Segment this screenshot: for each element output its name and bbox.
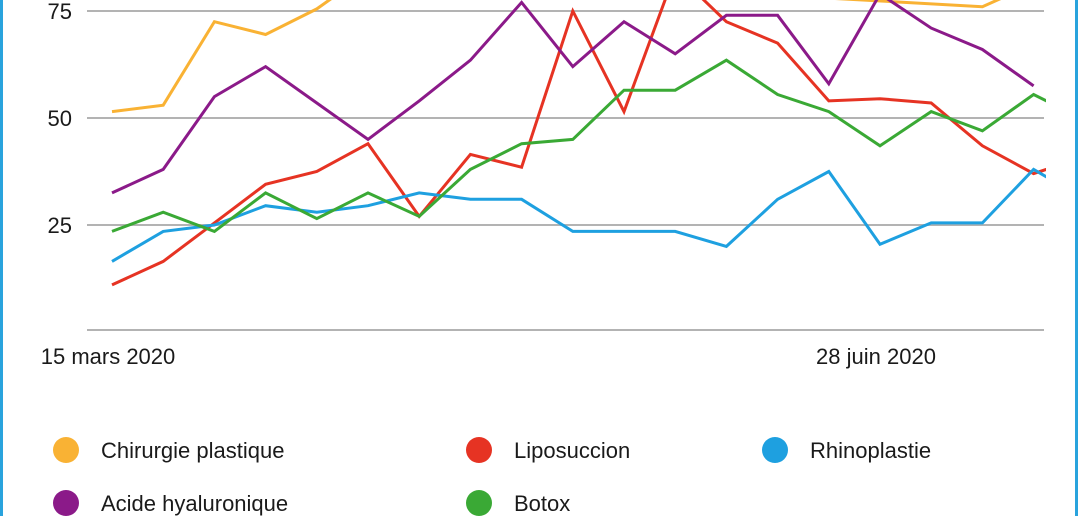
legend-label-liposuccion: Liposuccion	[514, 438, 630, 463]
series-line-botox	[111, 58, 1046, 234]
legend: Chirurgie plastique Liposuccion Rhinoplast…	[53, 437, 931, 516]
y-tick-label: 75	[48, 0, 72, 24]
legend-marker-chirurgie-plastique	[53, 437, 79, 463]
series-line-rhinoplastie	[111, 167, 1046, 263]
legend-label-rhinoplastie: Rhinoplastie	[810, 438, 931, 463]
legend-marker-rhinoplastie	[762, 437, 788, 463]
legend-label-acide-hyaluronique: Acide hyaluronique	[101, 491, 288, 516]
series-line-acide-hyaluronique	[111, 0, 1035, 195]
x-tick-label: 28 juin 2020	[816, 344, 936, 369]
legend-label-chirurgie-plastique: Chirurgie plastique	[101, 438, 284, 463]
y-axis-tick-labels: 25 50 75	[48, 0, 72, 238]
y-tick-label: 50	[48, 106, 72, 131]
series-line-chirurgie-plastique	[111, 0, 1002, 114]
series-lines	[111, 0, 1046, 287]
series-line-liposuccion	[111, 0, 1046, 287]
legend-marker-botox	[466, 490, 492, 516]
gridlines	[87, 10, 1044, 331]
legend-label-botox: Botox	[514, 491, 570, 516]
legend-marker-acide-hyaluronique	[53, 490, 79, 516]
legend-marker-liposuccion	[466, 437, 492, 463]
x-axis-tick-labels: 15 mars 2020 28 juin 2020	[41, 344, 936, 369]
y-tick-label: 25	[48, 213, 72, 238]
x-tick-label: 15 mars 2020	[41, 344, 176, 369]
